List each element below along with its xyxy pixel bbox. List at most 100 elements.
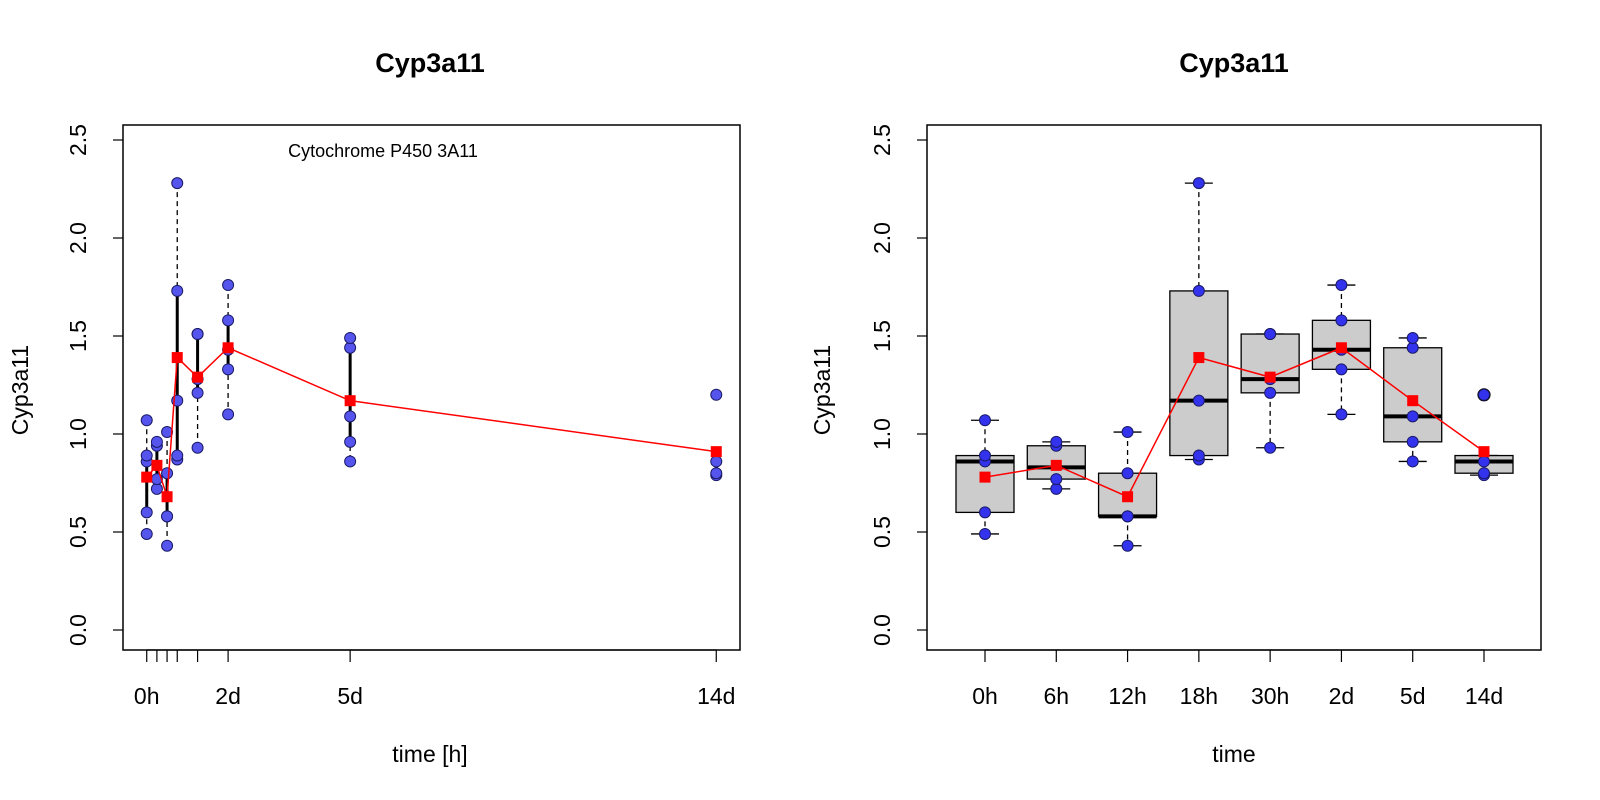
right-data-point [1478, 388, 1490, 401]
right-data-point [1192, 284, 1205, 297]
left-data-point [171, 284, 184, 297]
left-mean-marker [344, 395, 356, 407]
left-data-point [191, 441, 204, 454]
left-chart-title: Cyp3a11 [375, 48, 485, 78]
left-mean-marker [141, 471, 153, 483]
right-data-point [979, 414, 991, 427]
right-x-axis-label: time [1212, 741, 1255, 767]
right-data-point [1121, 426, 1134, 439]
left-mean-marker [192, 371, 204, 383]
left-data-point [161, 539, 174, 552]
left-y-tick-label: 1.5 [65, 320, 91, 352]
left-y-tick-label: 2.0 [65, 222, 91, 254]
left-y-tick-label: 0.5 [65, 516, 91, 548]
left-data-point [171, 177, 184, 190]
left-data-point [150, 435, 163, 448]
right-box [1383, 347, 1443, 443]
right-y-tick-label: 1.5 [869, 320, 895, 352]
right-data-point [1121, 539, 1134, 552]
right-plot-frame [926, 124, 1542, 651]
left-data-point [222, 363, 235, 376]
right-mean-marker [1122, 491, 1134, 503]
left-data-point [161, 467, 174, 480]
right-data-point [1192, 449, 1205, 462]
right-data-point [1264, 328, 1277, 341]
left-y-tick-label: 0.0 [65, 614, 91, 646]
left-x-axis-label: time [h] [392, 741, 467, 767]
left-data-point [161, 426, 174, 439]
right-x-tick-label: 6h [1043, 683, 1069, 709]
right-data-point [979, 506, 991, 519]
right-data-point [1406, 455, 1419, 468]
right-x-tick-label: 12h [1108, 683, 1146, 709]
left-mean-marker [151, 459, 163, 471]
right-mean-marker [1478, 446, 1490, 458]
left-data-point [710, 388, 723, 401]
left-data-point [222, 314, 235, 327]
right-data-point [1121, 510, 1134, 523]
left-data-point [344, 435, 357, 448]
right-data-point [1192, 177, 1205, 190]
right-data-point [1406, 331, 1419, 344]
left-data-point [191, 386, 204, 399]
left-mean-marker [171, 352, 183, 364]
right-x-tick-label: 30h [1251, 683, 1289, 709]
right-mean-marker [1335, 342, 1347, 354]
left-plot-frame [122, 124, 741, 651]
left-y-axis-label: Cyp3a11 [7, 345, 33, 435]
right-x-tick-label: 0h [972, 683, 998, 709]
right-data-point [1478, 455, 1490, 468]
right-mean-marker [1407, 395, 1419, 407]
left-data-point [710, 455, 723, 468]
right-data-point [1478, 467, 1490, 480]
right-y-tick-label: 1.0 [869, 418, 895, 450]
right-data-point [1050, 473, 1063, 486]
right-mean-marker [1193, 352, 1205, 364]
left-annotation: Cytochrome P450 3A11 [288, 141, 478, 161]
left-data-point [222, 408, 235, 421]
left-data-point [161, 510, 174, 523]
right-panel: Cyp3a11 time Cyp3a11 0.00.51.01.52.02.50… [809, 48, 1542, 767]
right-data-point [1264, 386, 1277, 399]
right-mean-line [984, 346, 1485, 498]
right-mean-marker [979, 471, 991, 483]
left-mean-marker [222, 342, 234, 354]
right-data-point [979, 527, 991, 540]
right-y-tick-label: 2.5 [869, 124, 895, 156]
right-plot-area: 0.0 0.5 1.0 1.5 2.0 2.5 0h 6h 12h 18h 30h 2d 5d 14d [869, 124, 1542, 709]
left-mean-marker [710, 446, 722, 458]
left-x-tick-label: 14d [697, 683, 735, 709]
left-data-point [140, 414, 153, 427]
right-mean-marker [1050, 459, 1062, 471]
right-y-axis-label: Cyp3a11 [809, 345, 835, 435]
left-data-point [140, 506, 153, 519]
right-data-point [1335, 314, 1348, 327]
right-data-point [1335, 363, 1348, 376]
right-data-point [1335, 279, 1348, 292]
left-data-point [140, 527, 153, 540]
right-data-point [1406, 435, 1419, 448]
right-y-tick-label: 0.5 [869, 516, 895, 548]
left-data-point [710, 467, 723, 480]
left-data-point [222, 279, 235, 292]
right-chart-title: Cyp3a11 [1179, 48, 1289, 78]
right-x-tick-label: 5d [1400, 683, 1426, 709]
left-x-tick-label: 2d [215, 683, 241, 709]
right-y-tick-label: 0.0 [869, 614, 895, 646]
left-data-point [344, 331, 357, 344]
left-data-point [171, 449, 184, 462]
right-x-tick-label: 2d [1329, 683, 1355, 709]
left-data-point [191, 328, 204, 341]
left-y-tick-label: 1.0 [65, 418, 91, 450]
left-data-point [344, 455, 357, 468]
left-mean-marker [161, 491, 173, 503]
left-data-point [344, 410, 357, 423]
right-x-tick-label: 14d [1465, 683, 1503, 709]
left-data-point [140, 449, 153, 462]
right-data-point [979, 449, 991, 462]
right-box [1169, 290, 1229, 457]
right-data-point [1050, 435, 1063, 448]
right-data-point [1121, 467, 1134, 480]
left-x-tick-label: 5d [337, 683, 363, 709]
